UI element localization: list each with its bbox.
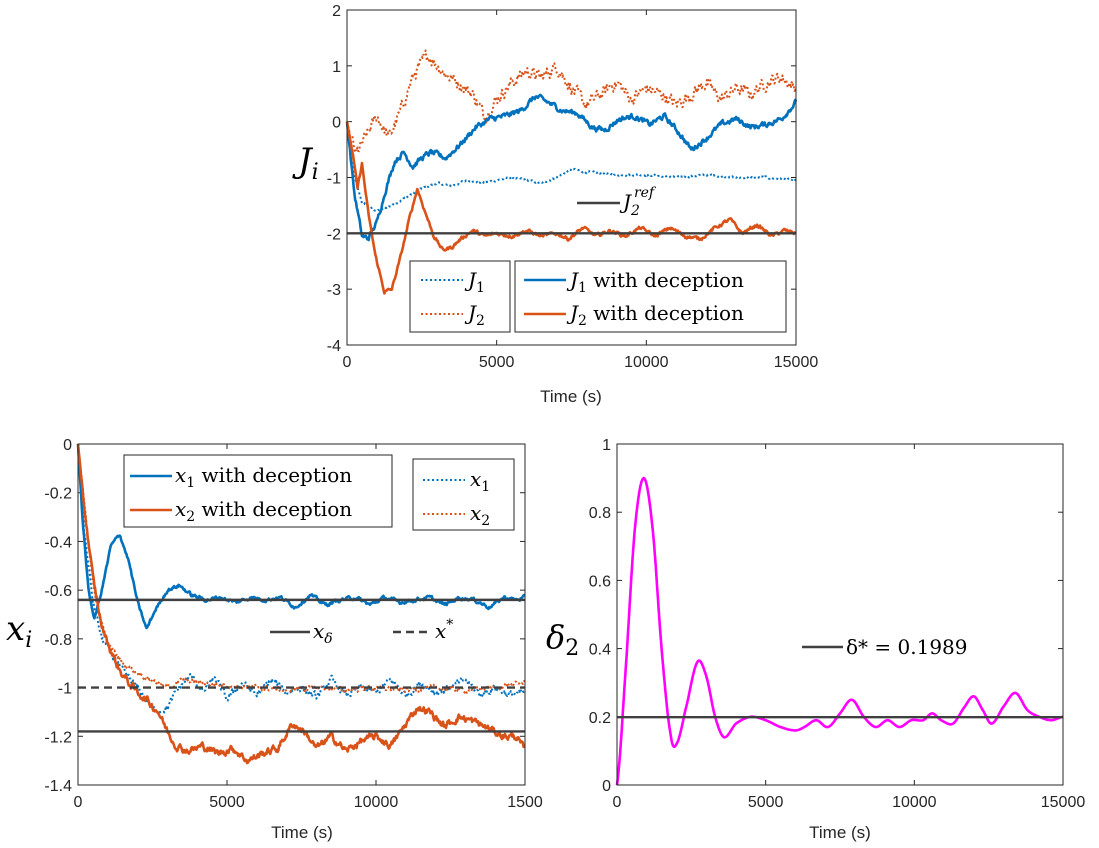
series-line-J2d — [345, 121, 797, 295]
y-tick-label: -2 — [327, 226, 341, 243]
x-axis-label-bottom-right: Time (s) — [809, 823, 871, 842]
y-tick-label: -3 — [327, 282, 341, 299]
axes-box-bottom-right — [616, 443, 1064, 786]
y-tick-label: 0.2 — [589, 710, 611, 727]
x-tick-label: 5000 — [479, 354, 515, 371]
y-tick-label: 1 — [602, 437, 611, 454]
y-tick-label: 2 — [332, 3, 341, 20]
y-tick-label: -1.4 — [44, 778, 72, 795]
series-line-J1 — [346, 121, 797, 212]
x-tick-label: 10000 — [624, 354, 669, 371]
x-tick-label: 15000 — [1041, 794, 1086, 811]
svg-text:δ* = 0.1989: δ* = 0.1989 — [846, 635, 968, 659]
x-tick-label: 0 — [343, 354, 352, 371]
series-line-x1d — [76, 443, 526, 630]
plot-lines-bottom-left — [76, 443, 526, 765]
y-tick-label: -0.4 — [44, 534, 72, 551]
legend-entry-x2-deception: x2 with deception — [175, 497, 352, 525]
svg-text:xδ: xδ — [313, 619, 333, 647]
y-tick-label: -0.6 — [44, 583, 72, 600]
x-tick-label: 0 — [74, 794, 83, 811]
axes-ticks-top: 0 5000 10000 15000 -4 -3 -2 -1 0 1 2 — [327, 3, 819, 371]
plot-lines-top — [345, 49, 798, 295]
y-tick-label: -1 — [58, 681, 72, 698]
annotation-deltastar: δ* = 0.1989 — [802, 635, 968, 659]
x-tick-label: 5000 — [748, 794, 784, 811]
chart-top: 0 5000 10000 15000 -4 -3 -2 -1 0 1 2 Time (s) Ji J… — [292, 3, 818, 406]
axes-box-top — [346, 9, 797, 346]
y-tick-label: -4 — [327, 338, 341, 355]
plot-lines-bottom-right — [615, 476, 1064, 786]
x-axis-label-top: Time (s) — [540, 387, 602, 406]
axes-ticks-bottom-left: 0 5000 10000 1500 -1.4 -1.2 -1 -0.8 -0.6 -0.4 -0.2… — [44, 437, 542, 811]
annotation-j2ref: J2ref — [577, 185, 657, 219]
legend-bottom-left-a: x1 with deception x2 with deception — [123, 454, 393, 528]
axes-box-bottom-left — [77, 443, 526, 786]
plot-area-bottom-right — [617, 444, 1063, 785]
series-line-J2 — [346, 49, 797, 153]
x-tick-label: 10000 — [892, 794, 937, 811]
y-tick-label: 0.4 — [589, 642, 611, 659]
y-axis-label-bottom-right: δ2 — [546, 618, 579, 661]
legend-bottom-left-b: x1 x2 — [412, 458, 515, 531]
legend-entry-J2-deception: J2 with deception — [566, 301, 744, 329]
annotation-xdelta: xδ — [270, 619, 333, 647]
y-tick-label: 0 — [602, 778, 611, 795]
y-tick-label: -0.8 — [44, 632, 72, 649]
chart-bottom-left: 0 5000 10000 1500 -1.4 -1.2 -1 -0.8 -0.6 -0.4 -0.2… — [6, 437, 543, 842]
svg-text:J2ref: J2ref — [619, 185, 657, 219]
y-tick-label: 0 — [63, 437, 72, 454]
y-axis-label-top: Ji — [292, 141, 319, 185]
legend-top-left: J1 J2 — [409, 260, 511, 333]
series-line-delta2 — [615, 476, 1064, 786]
legend-entry-x2: x2 — [470, 501, 490, 529]
annotation-xstar: x* — [393, 617, 453, 643]
legend-entry-J2: J2 — [464, 301, 485, 329]
y-tick-label: 1 — [332, 59, 341, 76]
legend-entry-J1-deception: J1 with deception — [566, 268, 744, 296]
y-axis-label-bottom-left: xi — [6, 609, 32, 653]
y-tick-label: -1.2 — [44, 729, 72, 746]
series-line-J1d — [345, 93, 798, 242]
legend-top-right: J1 with deception J2 with deception — [514, 260, 787, 333]
x-tick-label: 15000 — [774, 354, 819, 371]
y-tick-label: 0.6 — [589, 573, 611, 590]
y-tick-label: -0.2 — [44, 486, 72, 503]
y-tick-label: 0.8 — [589, 505, 611, 522]
x-axis-label-bottom-left: Time (s) — [271, 823, 333, 842]
legend-entry-x1-deception: x1 with deception — [175, 463, 352, 491]
y-tick-label: 0 — [332, 115, 341, 132]
x-tick-label: 10000 — [354, 794, 399, 811]
legend-entry-J1: J1 — [464, 268, 485, 296]
x-tick-label: 1500 — [507, 794, 543, 811]
x-tick-label: 0 — [613, 794, 622, 811]
svg-text:x*: x* — [435, 617, 453, 643]
x-tick-label: 5000 — [209, 794, 245, 811]
chart-bottom-right: 0 5000 10000 15000 0 0.2 0.4 0.6 0.8 1 Time (s) δ… — [546, 437, 1085, 842]
y-tick-label: -1 — [327, 171, 341, 188]
legend-entry-x1: x1 — [470, 467, 490, 495]
